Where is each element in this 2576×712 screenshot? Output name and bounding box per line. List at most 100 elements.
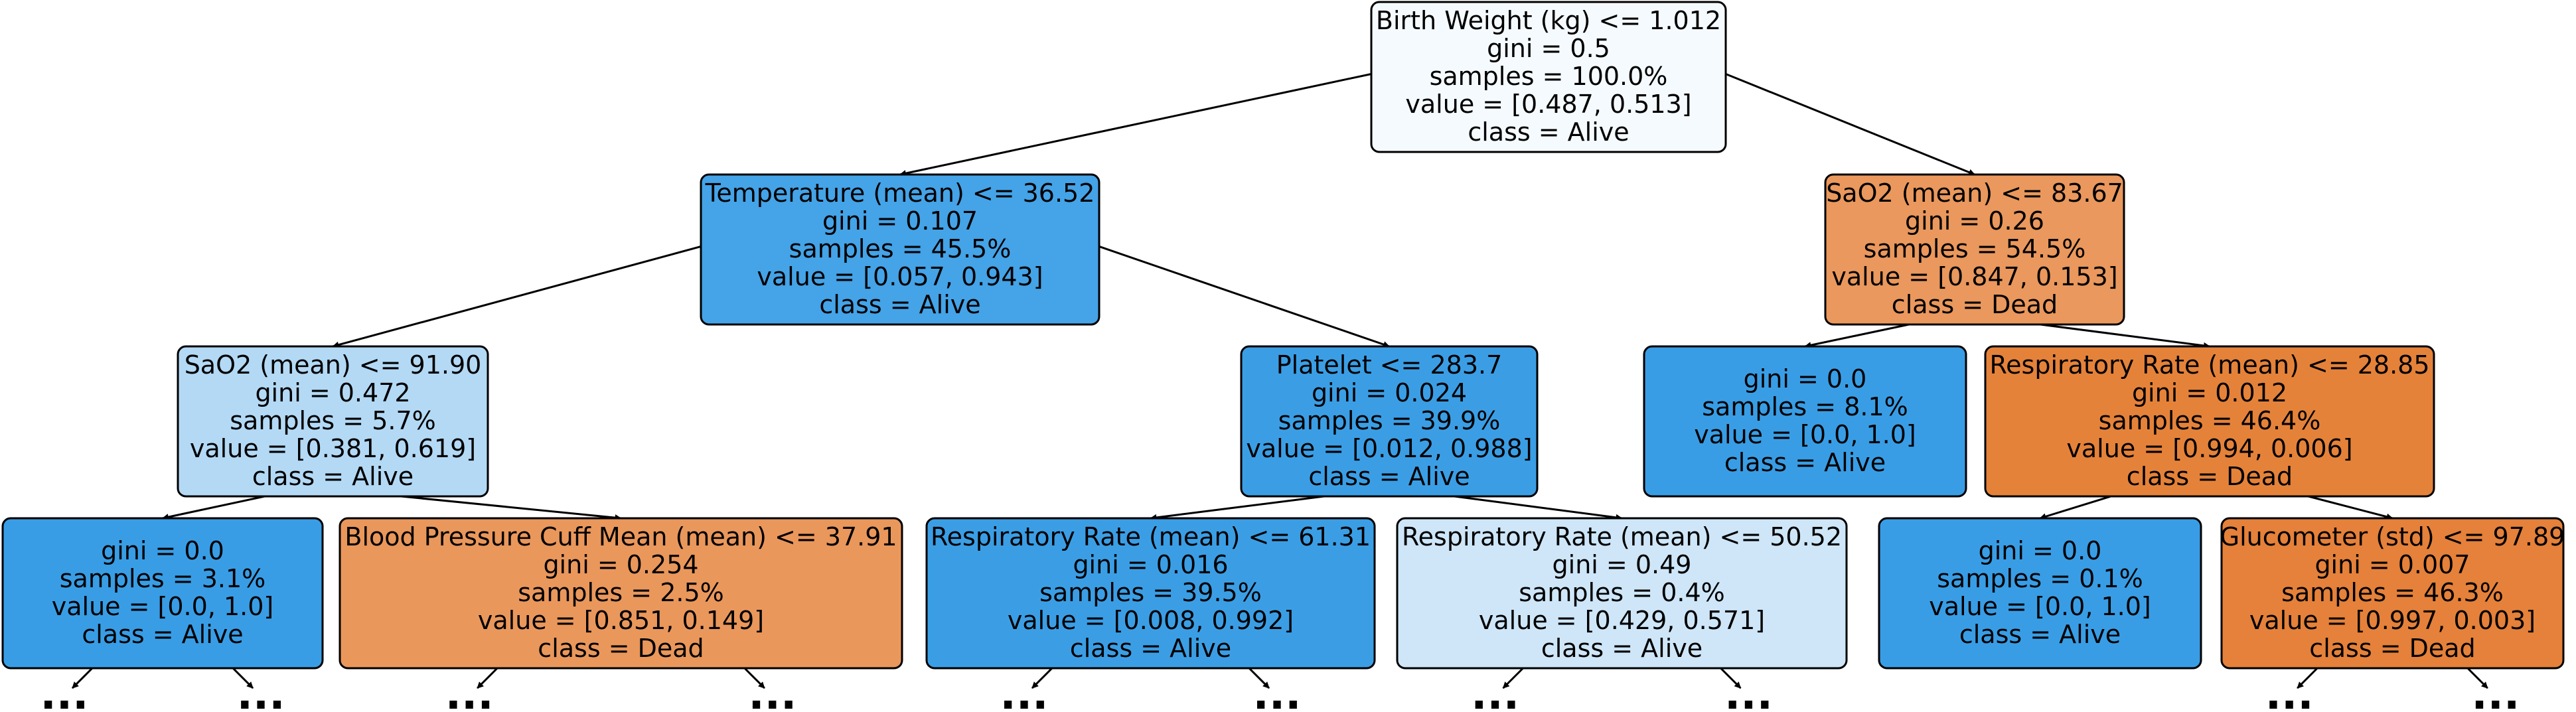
- tree-edge-n6-n11: [2039, 495, 2111, 520]
- node-gini-label: gini = 0.0: [1744, 364, 1867, 393]
- ellipsis-label: ...: [2471, 670, 2520, 712]
- node-samples-label: samples = 54.5%: [1864, 234, 2086, 263]
- truncated-edge: [2466, 667, 2488, 689]
- node-value-label: value = [0.057, 0.943]: [757, 262, 1043, 291]
- node-value-label: value = [0.0, 1.0]: [52, 592, 273, 621]
- ellipsis-label: ...: [1000, 670, 1049, 712]
- node-box: [925, 517, 1376, 670]
- truncated-edge: [1720, 667, 1742, 689]
- node-gini-label: gini = 0.254: [543, 550, 698, 579]
- node-gini-label: gini = 0.472: [255, 378, 410, 407]
- node-condition-label: SaO2 (mean) <= 83.67: [1826, 178, 2123, 208]
- node-class-label: class = Alive: [1468, 117, 1629, 147]
- truncated-edge: [2297, 667, 2318, 689]
- node-class-label: class = Alive: [1541, 634, 1703, 663]
- node-gini-label: gini = 0.5: [1487, 34, 1610, 63]
- tree-edge-n3-n7: [162, 495, 265, 521]
- tree-edge-n4-n9: [1150, 495, 1325, 521]
- node-samples-label: samples = 45.5%: [789, 234, 1012, 263]
- node-samples-label: samples = 46.4%: [2099, 406, 2321, 435]
- node-gini-label: gini = 0.016: [1073, 550, 1228, 579]
- truncated-edge: [1502, 667, 1524, 689]
- truncated-edge: [1248, 667, 1270, 689]
- node-value-label: value = [0.851, 0.149]: [478, 606, 764, 635]
- node-box: [1240, 345, 1539, 498]
- ellipsis-label: ...: [1471, 670, 1519, 712]
- tree-edge-n3-n8: [401, 495, 622, 522]
- node-gini-label: gini = 0.26: [1905, 206, 2044, 236]
- node-value-label: value = [0.0, 1.0]: [1694, 420, 1916, 449]
- truncated-edge: [477, 667, 498, 689]
- node-value-label: value = [0.997, 0.003]: [2249, 606, 2536, 635]
- node-gini-label: gini = 0.0: [101, 536, 224, 565]
- node-gini-label: gini = 0.107: [822, 206, 978, 236]
- node-value-label: value = [0.008, 0.992]: [1008, 606, 1294, 635]
- tree-edge-n2-n5: [1804, 323, 1910, 349]
- node-condition-label: Platelet <= 283.7: [1276, 350, 1503, 380]
- tree-edge-n2-n6: [2040, 323, 2210, 349]
- node-class-label: class = Alive: [252, 462, 414, 491]
- node-samples-label: samples = 8.1%: [1702, 392, 1908, 421]
- ellipsis-label: ...: [40, 670, 88, 712]
- node-class-label: class = Alive: [1724, 448, 1886, 477]
- node-value-label: value = [0.381, 0.619]: [190, 434, 476, 463]
- node-class-label: class = Alive: [82, 620, 243, 649]
- node-samples-label: samples = 5.7%: [230, 406, 436, 435]
- ellipsis-label: ...: [748, 670, 796, 712]
- node-box: [1396, 517, 1848, 670]
- node-class-label: class = Alive: [1959, 620, 2121, 649]
- node-gini-label: gini = 0.49: [1553, 550, 1692, 579]
- node-box: [1878, 517, 2202, 670]
- node-samples-label: samples = 0.1%: [1937, 564, 2143, 593]
- tree-edge-n0-n1: [899, 73, 1372, 177]
- node-condition-label: Birth Weight (kg) <= 1.012: [1376, 6, 1721, 35]
- node-gini-label: gini = 0.0: [1979, 536, 2102, 565]
- tree-edge-n6-n12: [2308, 495, 2393, 520]
- ellipsis-label: ...: [2265, 670, 2314, 712]
- node-class-label: class = Alive: [1070, 634, 1231, 663]
- truncated-edge: [71, 667, 94, 689]
- node-box: [700, 173, 1100, 326]
- truncated-edge: [743, 667, 765, 689]
- node-class-label: class = Dead: [2127, 462, 2293, 491]
- node-samples-label: samples = 46.3%: [2281, 578, 2504, 607]
- tree-edge-n4-n10: [1454, 495, 1623, 521]
- node-value-label: value = [0.012, 0.988]: [1246, 434, 1532, 463]
- node-value-label: value = [0.994, 0.006]: [2066, 434, 2352, 463]
- ellipsis-label: ...: [1724, 670, 1773, 712]
- node-samples-label: samples = 3.1%: [60, 564, 266, 593]
- node-value-label: value = [0.429, 0.571]: [1479, 606, 1765, 635]
- ellipsis-label: ...: [237, 670, 285, 712]
- tree-edge-n0-n2: [1725, 73, 1975, 176]
- tree-edges: [162, 73, 2393, 522]
- node-box: [1, 517, 324, 670]
- node-box: [2220, 517, 2565, 670]
- node-class-label: class = Alive: [1308, 462, 1470, 491]
- node-class-label: class = Dead: [2309, 634, 2475, 663]
- tree-edge-n1-n4: [1099, 246, 1390, 348]
- node-class-label: class = Dead: [1892, 290, 2058, 319]
- node-condition-label: Glucometer (std) <= 97.89: [2220, 522, 2565, 551]
- node-box: [339, 517, 903, 670]
- node-samples-label: samples = 39.5%: [1039, 578, 1262, 607]
- node-samples-label: samples = 0.4%: [1519, 578, 1725, 607]
- truncated-edge: [1031, 667, 1053, 689]
- node-box: [1824, 173, 2125, 326]
- node-condition-label: Respiratory Rate (mean) <= 28.85: [1989, 350, 2429, 380]
- node-class-label: class = Dead: [538, 634, 704, 663]
- node-box: [1984, 345, 2435, 498]
- tree-node-n8: Blood Pressure Cuff Mean (mean) <= 37.91…: [339, 517, 903, 670]
